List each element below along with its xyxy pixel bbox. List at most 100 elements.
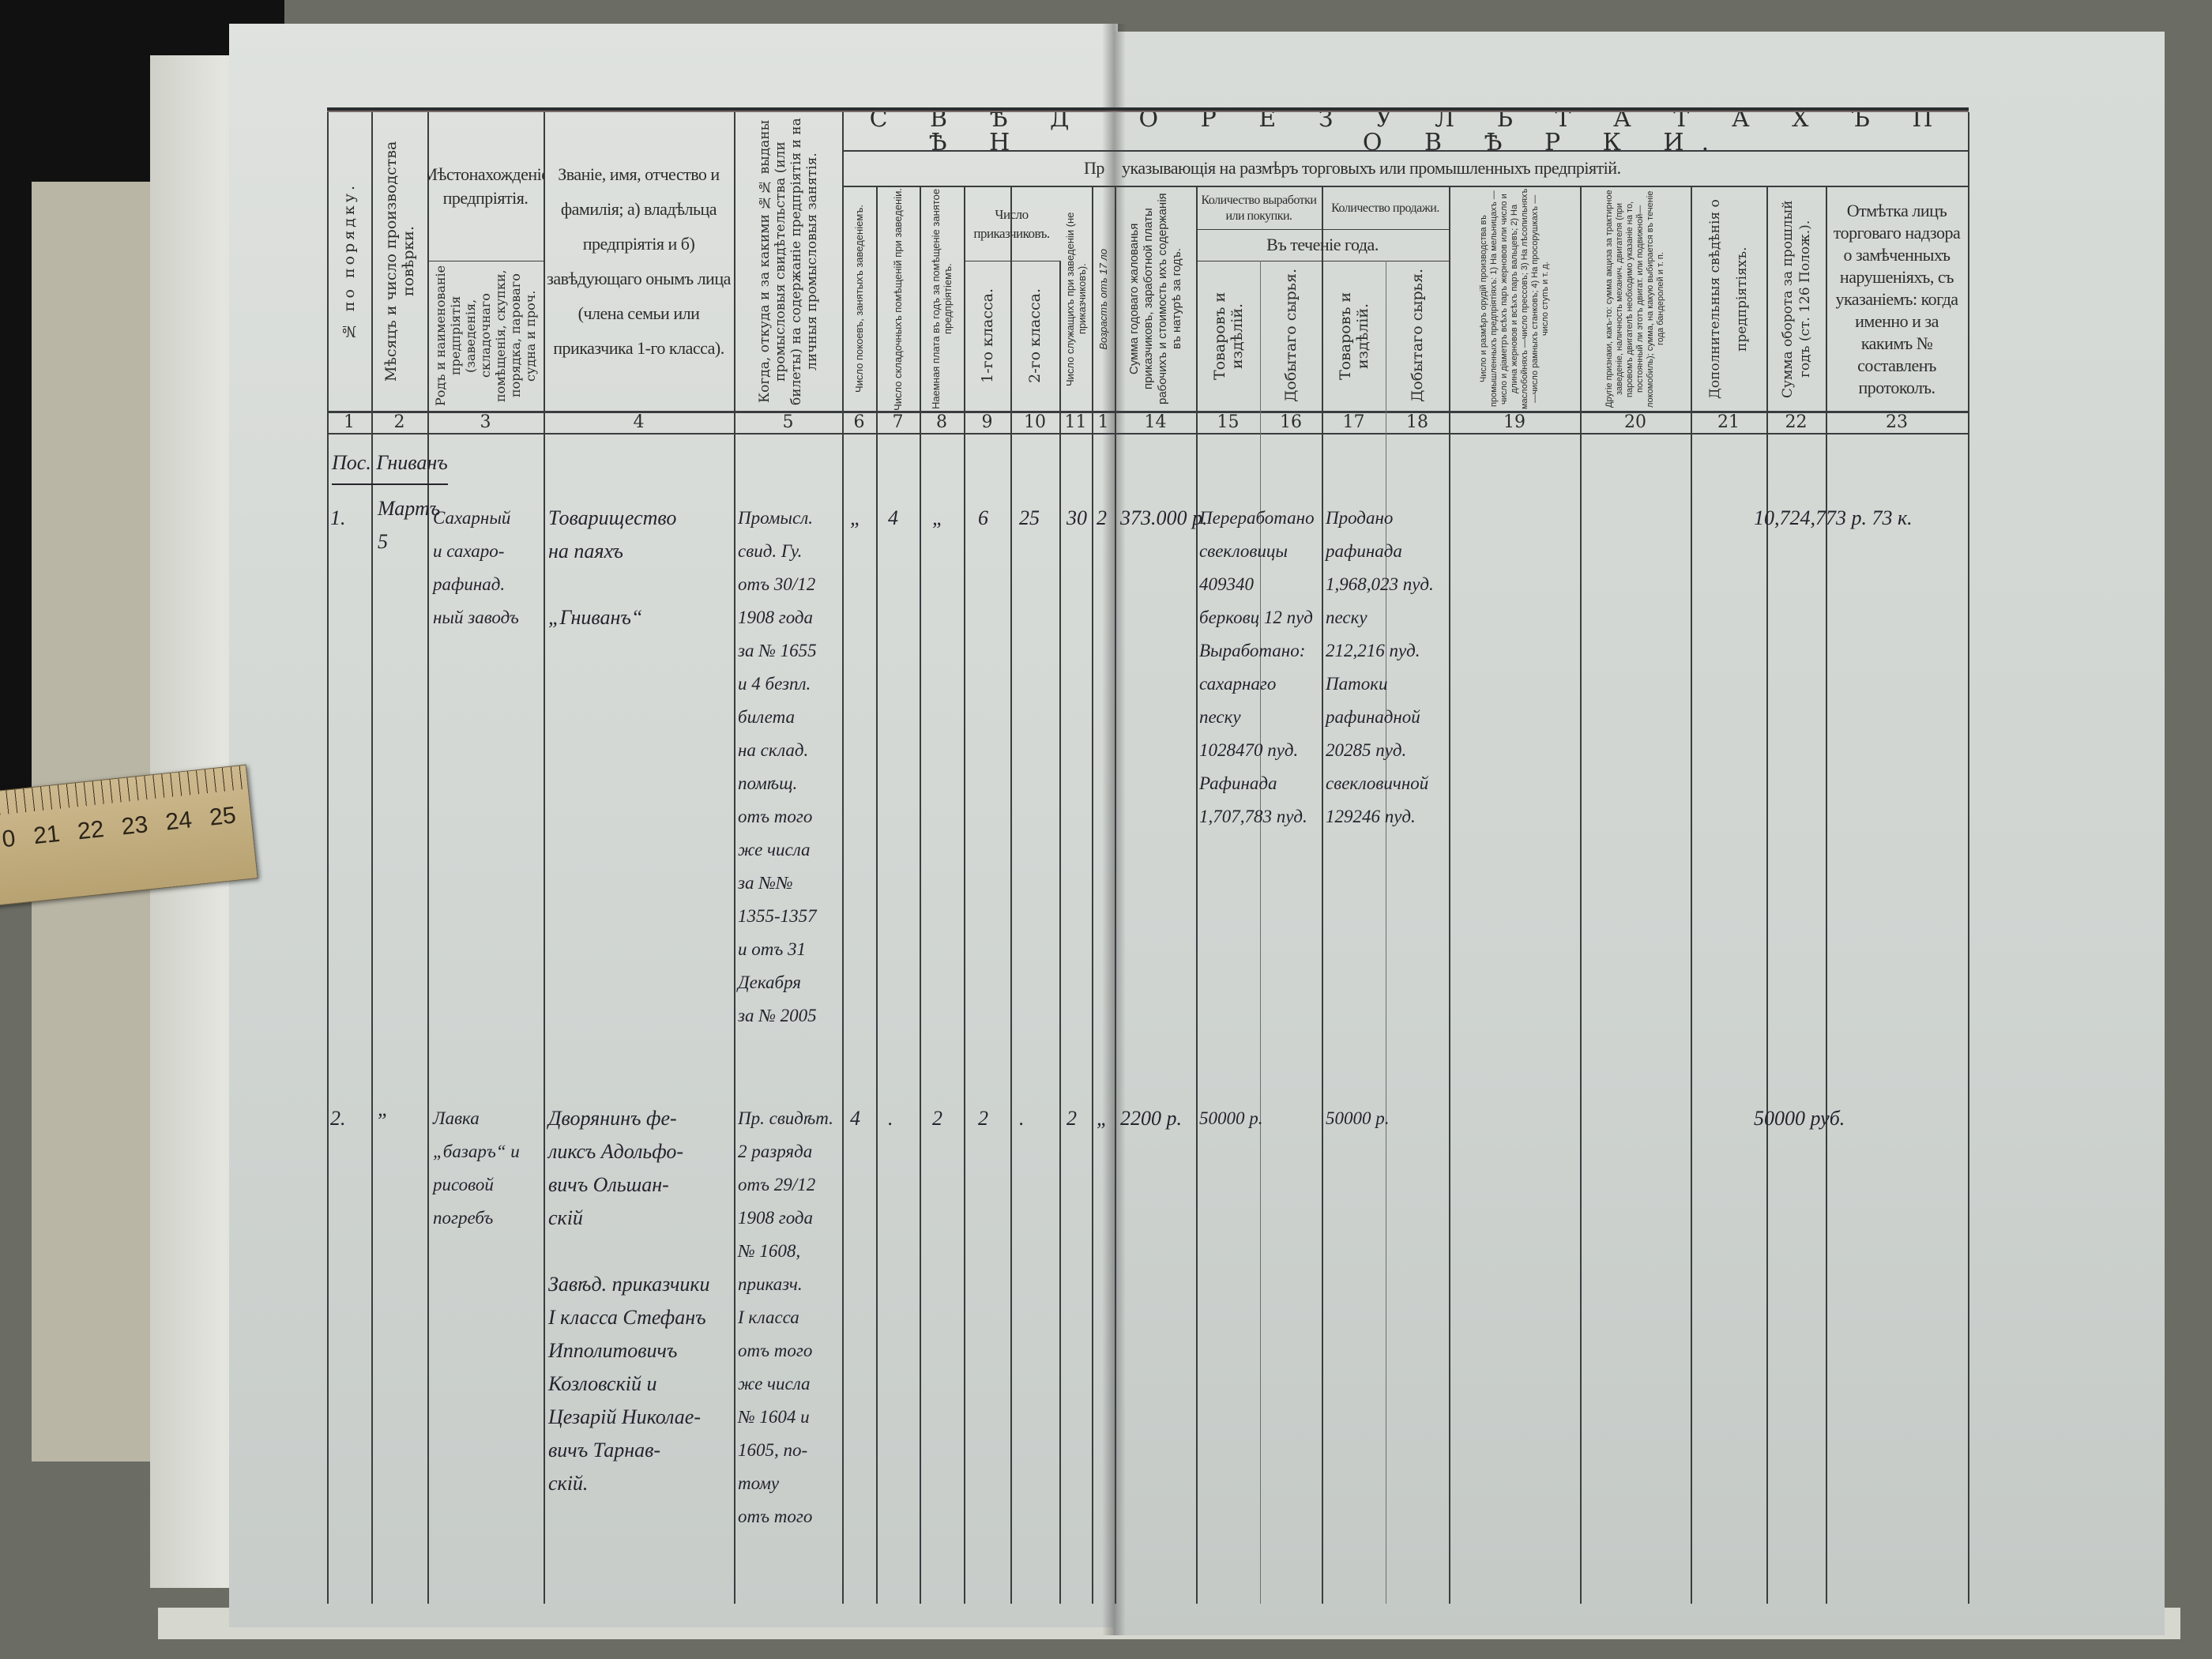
entry-2-owner: Дворянинъ фе-ликсъ Адольфо-вичъ Ольшан-с…	[548, 1102, 710, 1500]
column-number: 3	[480, 412, 491, 432]
column-number: 22	[1785, 412, 1808, 432]
handwritten-line: за № 2005	[738, 1006, 817, 1025]
column-number: 8	[936, 412, 947, 432]
handwritten-line: „	[1097, 1107, 1108, 1130]
header-c4: Званіе, имя, отчество и фамилія; а) влад…	[547, 164, 731, 358]
handwritten-line: берковц 12 пуд	[1199, 608, 1313, 627]
column-number: 1	[1097, 412, 1109, 432]
handwritten-line: 129246 пуд.	[1326, 807, 1416, 826]
handwritten-line: Ипполитовичъ	[548, 1339, 678, 1362]
subbanner-left: Пр	[1084, 157, 1104, 178]
handwritten-line: 212,216 пуд.	[1326, 641, 1420, 660]
handwritten-line: 2	[1066, 1107, 1077, 1130]
entry-1-c22: 10,724,773 р. 73 к.	[1754, 502, 1913, 535]
column-rule	[327, 112, 329, 1604]
handwritten-line: на паяхъ	[548, 540, 623, 562]
entry-2-c7: .	[888, 1102, 893, 1135]
handwritten-line: 30	[1066, 506, 1087, 529]
header-group-year: Въ теченіе года.	[1266, 235, 1379, 254]
entry-1-c10: 25	[1019, 502, 1040, 535]
column-number: 23	[1886, 412, 1908, 432]
handwritten-line: I класса	[738, 1307, 799, 1327]
handwritten-line: рафинадной	[1326, 707, 1420, 727]
entry-1-owner: Товарищество на паяхъ „Гниванъ“	[548, 502, 676, 634]
handwritten-line: Продано	[1326, 508, 1394, 528]
header-c1: № по порядку.	[340, 182, 358, 340]
column-rule	[1968, 112, 1969, 1604]
header-c12: Возрастъ отъ 17 ло	[1097, 248, 1109, 350]
column-number: 5	[782, 412, 794, 432]
column-rule	[876, 186, 878, 1604]
ruler-number: 22	[76, 815, 106, 845]
handwritten-line: 1,707,783 пуд.	[1199, 807, 1307, 826]
entry-1-date: Мартъ 5	[378, 492, 440, 559]
handwritten-line: 5	[378, 530, 388, 553]
banner-right: О Р Е З У Л Ь Т А Т А Х Ъ П О В Ѣ Р К И.	[1138, 112, 1951, 150]
handwritten-line: 50000 руб.	[1754, 1107, 1845, 1130]
handwritten-line: 1908 года	[738, 1208, 814, 1228]
handwritten-line: 2 разряда	[738, 1142, 813, 1161]
entry-1-c14: 373.000 р.	[1120, 502, 1208, 535]
column-rule	[371, 112, 373, 1604]
entry-2-certificates: Пр. свидѣт. 2 разряда отъ 29/12 1908 года № …	[738, 1102, 833, 1533]
table-top-rule	[327, 107, 1969, 112]
column-rule	[1010, 186, 1012, 1604]
handwritten-line: .	[888, 1107, 893, 1130]
handwritten-line: Выработано:	[1199, 641, 1306, 660]
handwritten-line: отъ того	[738, 1341, 813, 1360]
handwritten-line: песку	[1199, 707, 1241, 727]
banner-rule	[842, 150, 1969, 152]
column-rule	[1580, 186, 1582, 1604]
header-c5: Когда, откуда и за какими №№ выданы пром…	[756, 118, 820, 405]
column-rule	[544, 112, 545, 1604]
header-c14: Сумма годоваго жалованья приказчиковъ, з…	[1127, 193, 1183, 405]
book-gutter	[1102, 24, 1126, 1635]
entry-2-c6: 4	[850, 1102, 860, 1135]
column-number: 17	[1342, 412, 1365, 432]
entry-2-c15: 50000 р.	[1199, 1102, 1263, 1135]
handwritten-line: свекловичной	[1326, 773, 1429, 793]
handwritten-line: Дворянинъ фе-	[548, 1107, 677, 1130]
entry-1-c7: 4	[888, 502, 898, 535]
header-c17: Товаровъ и издѣлій.	[1336, 292, 1371, 380]
handwritten-line: за №№	[738, 873, 793, 893]
header-c18: Добытаго сырья.	[1409, 269, 1426, 403]
header-c3-top: Мѣстонахожденіе предпріятія.	[427, 164, 544, 208]
handwritten-line: и 4 безпл.	[738, 674, 811, 694]
header-c9-10-group: Число приказчиковъ.	[973, 206, 1050, 241]
handwritten-line: Завѣд. приказчики	[548, 1273, 710, 1296]
handwritten-line: 373.000 р.	[1120, 506, 1208, 529]
handwritten-line: ликсъ Адольфо-	[548, 1140, 684, 1163]
entry-2-c14: 2200 р.	[1120, 1102, 1182, 1135]
handwritten-line: Патоки	[1326, 674, 1388, 694]
entry-1-c9: 6	[978, 502, 988, 535]
header-bottom-rule	[327, 411, 1969, 413]
column-number: 16	[1280, 412, 1302, 432]
column-rule	[1766, 186, 1768, 1604]
entry-2-c8: 2	[932, 1102, 942, 1135]
header-c23: Отмѣтка лицъ торговаго надзора о замѣчен…	[1833, 200, 1961, 397]
column-number: 6	[853, 412, 865, 432]
ruler-number: 23	[120, 811, 149, 841]
header-c20: Другіе признаки, какъ-то: сумма акциза з…	[1604, 190, 1665, 408]
ruler-number: 25	[208, 802, 238, 831]
handwritten-line: ный заводъ	[433, 608, 519, 627]
handwritten-line: свид. Гу.	[738, 541, 803, 561]
handwritten-line: помѣщ.	[738, 773, 798, 793]
handwritten-line: рафинада	[1326, 541, 1402, 561]
entry-1-c17: Продано рафинада 1,968,023 пуд. песку 212,21…	[1326, 502, 1434, 833]
column-number: 2	[393, 412, 405, 432]
handwritten-line: тому	[738, 1473, 780, 1493]
handwritten-line: I класса Стефанъ	[548, 1306, 706, 1329]
handwritten-line: 4	[888, 506, 898, 529]
handwritten-line: Козловскій и	[548, 1372, 657, 1395]
handwritten-line: 10,724,773 р. 73 к.	[1754, 506, 1913, 529]
column-number: 10	[1024, 412, 1046, 432]
header-c6: Число покоевъ, занятыхъ заведеніемъ.	[853, 205, 865, 393]
header-c9: 1-го класса.	[978, 288, 996, 383]
handwritten-line: Цезарій Николае-	[548, 1405, 701, 1428]
column-rule	[920, 186, 921, 1604]
column-rule	[734, 112, 735, 1604]
entry-2-c11: 2	[1066, 1102, 1077, 1135]
entry-2-kind: Лавка „базаръ“ и рисовой погребъ	[433, 1102, 520, 1235]
